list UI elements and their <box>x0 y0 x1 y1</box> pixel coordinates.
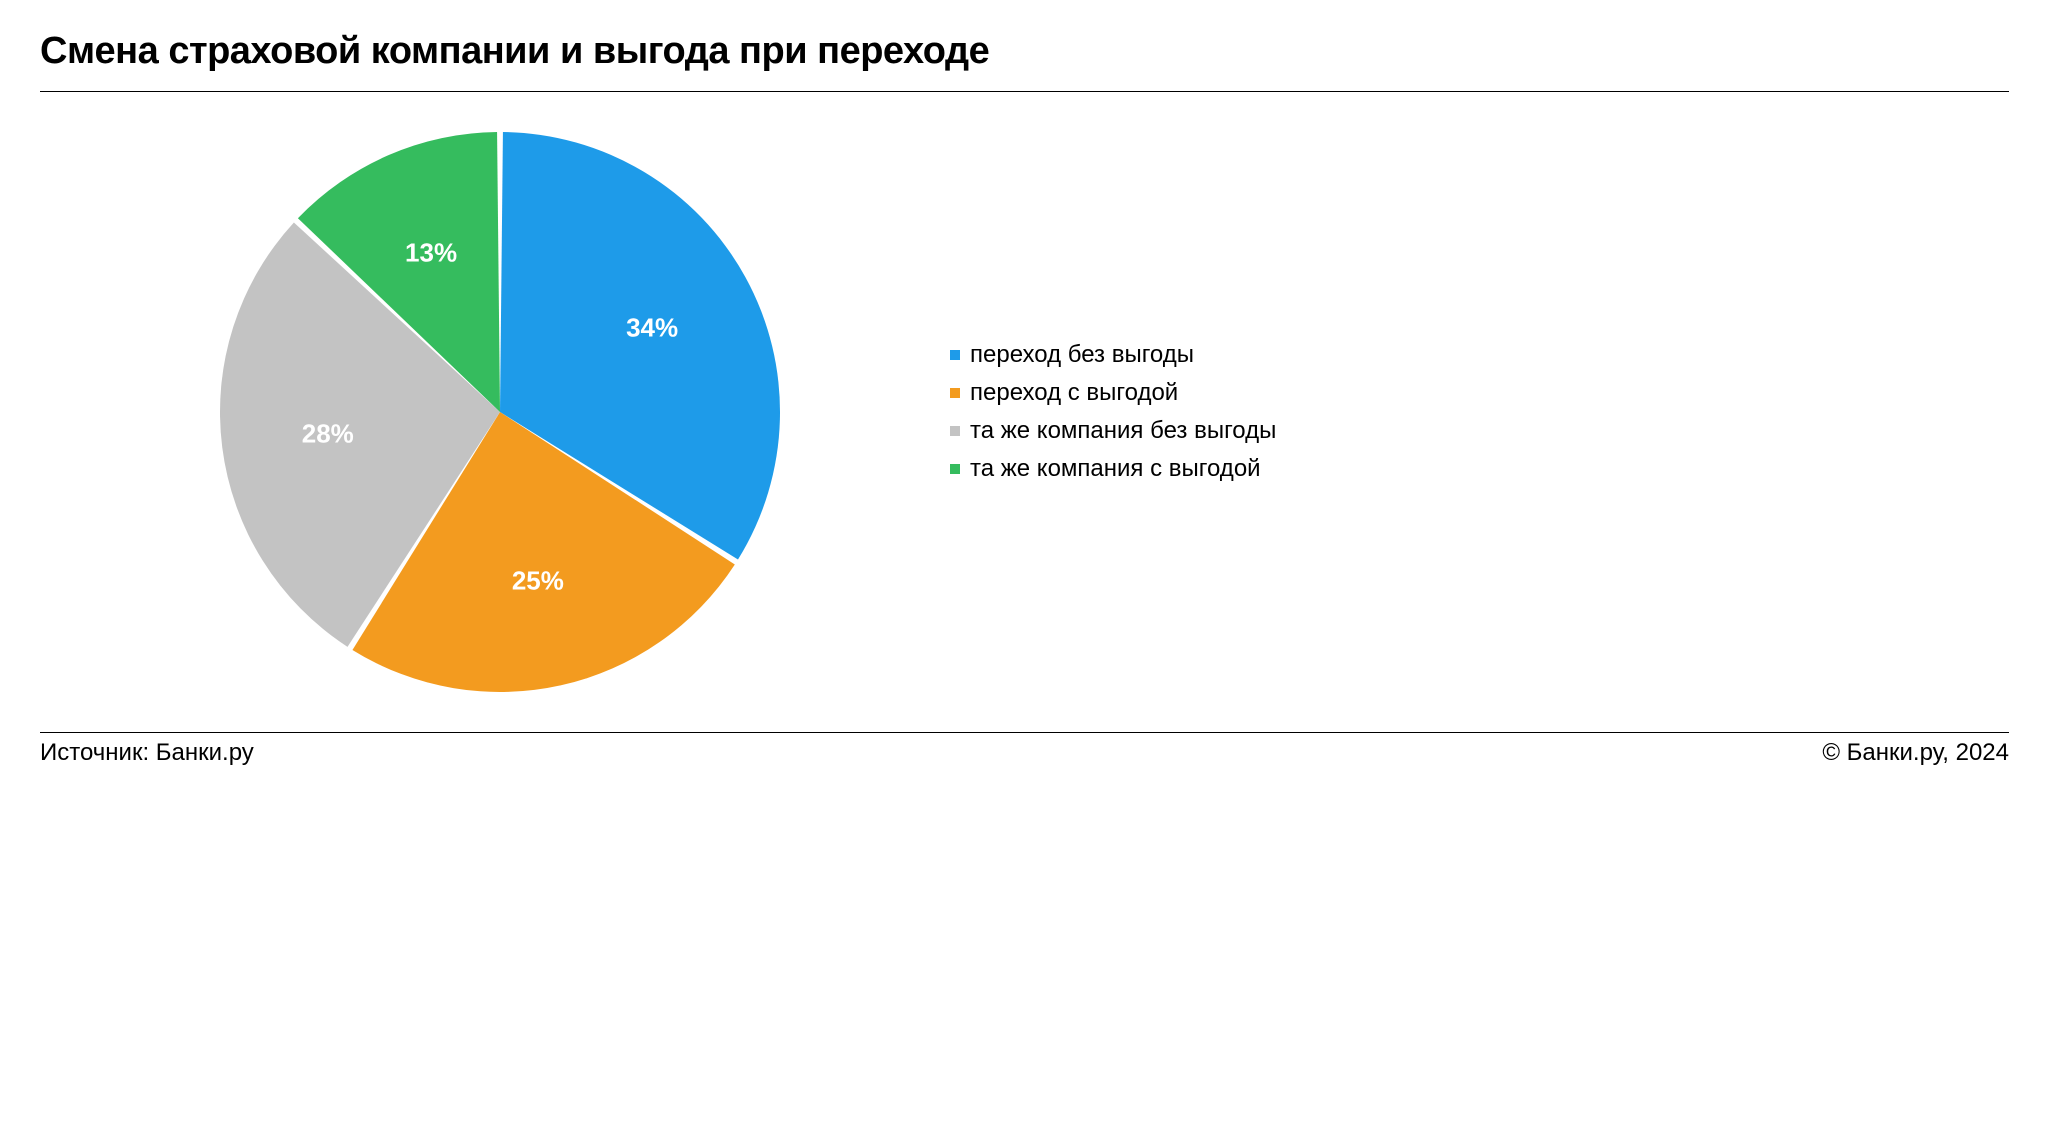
legend-item: та же компания без выгоды <box>950 417 1276 445</box>
slice-label: 28% <box>302 418 354 449</box>
copyright-text: © Банки.ру, 2024 <box>1822 739 2009 767</box>
legend-label: та же компания без выгоды <box>970 417 1276 445</box>
slice-label: 34% <box>626 313 678 344</box>
legend-item: переход с выгодой <box>950 379 1276 407</box>
legend-label: переход без выгоды <box>970 341 1194 369</box>
chart-area: 34% 25% 28% 13% переход без выгоды переход с… <box>40 92 2009 732</box>
legend-swatch <box>950 388 960 398</box>
legend-swatch <box>950 426 960 436</box>
legend-label: та же компания с выгодой <box>970 455 1261 483</box>
legend-label: переход с выгодой <box>970 379 1178 407</box>
source-text: Источник: Банки.ру <box>40 739 254 767</box>
slice-label: 13% <box>405 237 457 268</box>
footer: Источник: Банки.ру © Банки.ру, 2024 <box>40 733 2009 767</box>
pie-chart: 34% 25% 28% 13% <box>220 132 780 692</box>
slice-label: 25% <box>512 566 564 597</box>
chart-title: Смена страховой компании и выгода при пе… <box>40 30 2009 73</box>
legend-swatch <box>950 350 960 360</box>
legend-swatch <box>950 464 960 474</box>
legend-item: переход без выгоды <box>950 341 1276 369</box>
legend-item: та же компания с выгодой <box>950 455 1276 483</box>
legend: переход без выгоды переход с выгодой та же… <box>950 341 1276 483</box>
